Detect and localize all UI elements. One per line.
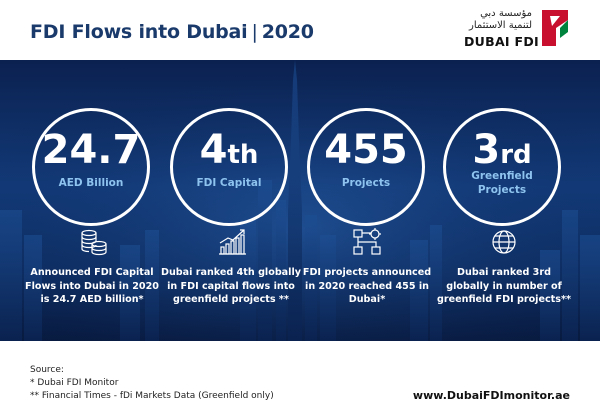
stat-value-suffix: th bbox=[227, 140, 259, 170]
title-text: FDI Flows into Dubai bbox=[30, 21, 248, 43]
stat-value: 24.7 bbox=[41, 127, 141, 173]
dubai-fdi-logo-mark-icon bbox=[540, 8, 570, 46]
project-network-icon bbox=[353, 228, 381, 255]
source-label: Source: bbox=[30, 365, 64, 375]
stat-value: 4th bbox=[199, 127, 259, 173]
logo-arabic-line1: مؤسسة دبي bbox=[480, 8, 532, 19]
stat-circle-projects: 455 Projects bbox=[307, 108, 425, 226]
stat-description: Dubai ranked 3rd globally in number of g… bbox=[437, 267, 571, 305]
source-item: ** Financial Times - fDi Markets Data (G… bbox=[30, 391, 274, 400]
stat-description: Announced FDI Capital Flows into Dubai i… bbox=[25, 267, 159, 305]
stat-value: 455 bbox=[324, 127, 408, 173]
stat-circle-capital-flows: 24.7 AED Billion bbox=[32, 108, 150, 226]
stat-circle-greenfield-rank: 3rd Greenfield Projects bbox=[443, 108, 561, 226]
globe-icon bbox=[492, 230, 516, 254]
sources: Source: * Dubai FDI Monitor ** Financial… bbox=[30, 364, 274, 400]
title-separator: | bbox=[251, 21, 258, 43]
stat-label: FDI Capital bbox=[196, 177, 262, 189]
page-title: FDI Flows into Dubai | 2020 bbox=[30, 21, 314, 43]
stat-value-suffix: rd bbox=[500, 140, 532, 170]
logo-english-text: DUBAI FDI bbox=[464, 34, 539, 49]
stat-label: Greenfield Projects bbox=[471, 170, 533, 196]
stat-description: Dubai ranked 4th globally in FDI capital… bbox=[161, 267, 301, 305]
footer: Source: * Dubai FDI Monitor ** Financial… bbox=[0, 341, 600, 400]
header: FDI Flows into Dubai | 2020 مؤسسة دبي لتنم… bbox=[0, 0, 600, 60]
stat-description: FDI projects announced in 2020 reached 4… bbox=[302, 267, 432, 305]
dubai-fdi-logo: مؤسسة دبي لتنمية الاستثمار DUBAI FDI bbox=[460, 6, 595, 54]
source-item: * Dubai FDI Monitor bbox=[30, 378, 119, 388]
logo-arabic-line2: لتنمية الاستثمار bbox=[469, 20, 532, 31]
title-year: 2020 bbox=[261, 21, 314, 43]
stat-label: Projects bbox=[341, 177, 391, 189]
stat-circle-fdi-capital-rank: 4th FDI Capital bbox=[170, 108, 288, 226]
stat-value: 3rd bbox=[472, 127, 532, 173]
stat-label: AED Billion bbox=[58, 177, 124, 189]
bar-chart-growth-icon bbox=[219, 229, 246, 255]
logo-arabic-text: مؤسسة دبي لتنمية الاستثمار bbox=[460, 8, 532, 32]
coin-stack-icon bbox=[81, 229, 107, 256]
website-link[interactable]: www.DubaiFDImonitor.ae bbox=[412, 389, 570, 400]
stats-banner: 24.7 AED Billion 4th FDI Capital 455 Pro… bbox=[0, 60, 600, 341]
